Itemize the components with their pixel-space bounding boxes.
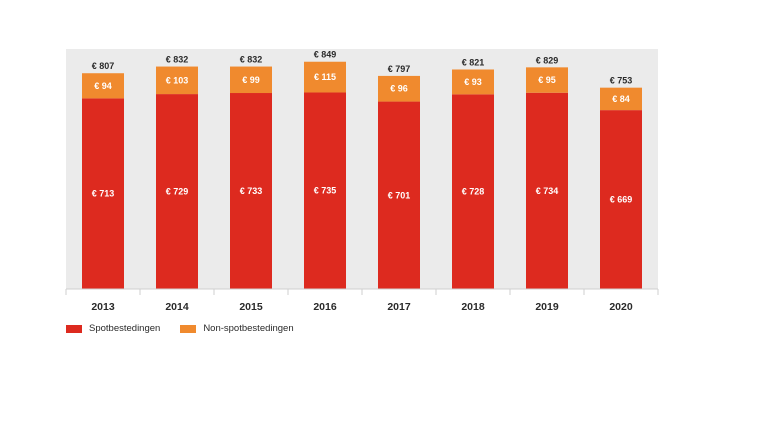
value-label-spot-2014: € 729 <box>166 187 189 197</box>
bar-spot-2017 <box>378 101 420 289</box>
total-label-2019: € 829 <box>536 55 559 65</box>
value-label-nonspot-2015: € 99 <box>242 75 260 85</box>
bar-nonspot-2013 <box>82 73 124 99</box>
value-label-spot-2013: € 713 <box>92 189 115 199</box>
value-label-spot-2016: € 735 <box>314 186 337 196</box>
value-label-nonspot-2017: € 96 <box>390 84 408 94</box>
total-label-2018: € 821 <box>462 57 485 67</box>
bar-spot-2013 <box>82 98 124 289</box>
bars-group <box>82 61 642 290</box>
value-label-spot-2019: € 734 <box>536 186 559 196</box>
value-label-nonspot-2016: € 115 <box>314 72 336 82</box>
legend-swatch-nonspot <box>180 324 197 333</box>
bar-nonspot-2018 <box>452 69 494 95</box>
legend: Spotbestedingen Non-spotbestedingen <box>66 323 314 334</box>
value-label-nonspot-2013: € 94 <box>94 81 112 91</box>
total-label-2014: € 832 <box>166 55 189 65</box>
value-label-spot-2015: € 733 <box>240 186 263 196</box>
bar-nonspot-2019 <box>526 67 568 93</box>
x-tick-label-2016: 2016 <box>313 301 337 313</box>
value-label-nonspot-2014: € 103 <box>166 75 189 85</box>
x-axis-ticks <box>65 289 659 295</box>
bar-spot-2019 <box>526 92 568 289</box>
x-tick-label-2017: 2017 <box>387 301 411 313</box>
total-label-2017: € 797 <box>388 64 411 74</box>
bar-spot-2015 <box>230 93 272 289</box>
x-tick-label-2015: 2015 <box>239 301 263 313</box>
value-label-spot-2017: € 701 <box>388 190 411 200</box>
value-label-nonspot-2020: € 84 <box>612 94 630 104</box>
bar-spot-2014 <box>156 94 198 289</box>
labels-group: € 713 € 94 € 807 € 729 € 103 € 832 € 733 € 99 € … <box>92 50 633 205</box>
x-tick-label-2018: 2018 <box>461 301 485 313</box>
bar-spot-2016 <box>304 92 346 290</box>
legend-swatch-spot <box>66 324 82 333</box>
legend-item-spot: Spotbestedingen <box>66 323 160 334</box>
x-tick-label-2013: 2013 <box>91 301 115 313</box>
bar-spot-2018 <box>452 94 494 290</box>
legend-label-nonspot: Non-spotbestedingen <box>203 323 294 334</box>
x-tick-label-2014: 2014 <box>165 301 189 313</box>
bar-nonspot-2015 <box>230 66 272 94</box>
x-tick-label-2020: 2020 <box>609 301 633 313</box>
bar-nonspot-2016 <box>304 61 346 93</box>
bar-nonspot-2014 <box>156 66 198 95</box>
x-tick-label-2019: 2019 <box>535 301 559 313</box>
total-label-2013: € 807 <box>92 61 115 71</box>
total-label-2016: € 849 <box>314 50 337 60</box>
value-label-spot-2018: € 728 <box>462 187 485 197</box>
total-label-2015: € 832 <box>240 55 263 65</box>
bar-nonspot-2017 <box>378 75 420 102</box>
bar-spot-2020 <box>600 110 642 290</box>
legend-label-spot: Spotbestedingen <box>89 323 161 334</box>
value-label-spot-2020: € 669 <box>610 195 633 205</box>
total-label-2020: € 753 <box>610 76 633 86</box>
bar-nonspot-2020 <box>600 87 642 111</box>
value-label-nonspot-2019: € 95 <box>538 75 556 85</box>
x-axis-labels: 2013 2014 2015 2016 2017 2018 2019 2020 <box>91 301 633 313</box>
value-label-nonspot-2018: € 93 <box>464 77 482 87</box>
plot-background <box>66 49 658 289</box>
legend-item-nonspot: Non-spotbestedingen <box>180 323 294 334</box>
